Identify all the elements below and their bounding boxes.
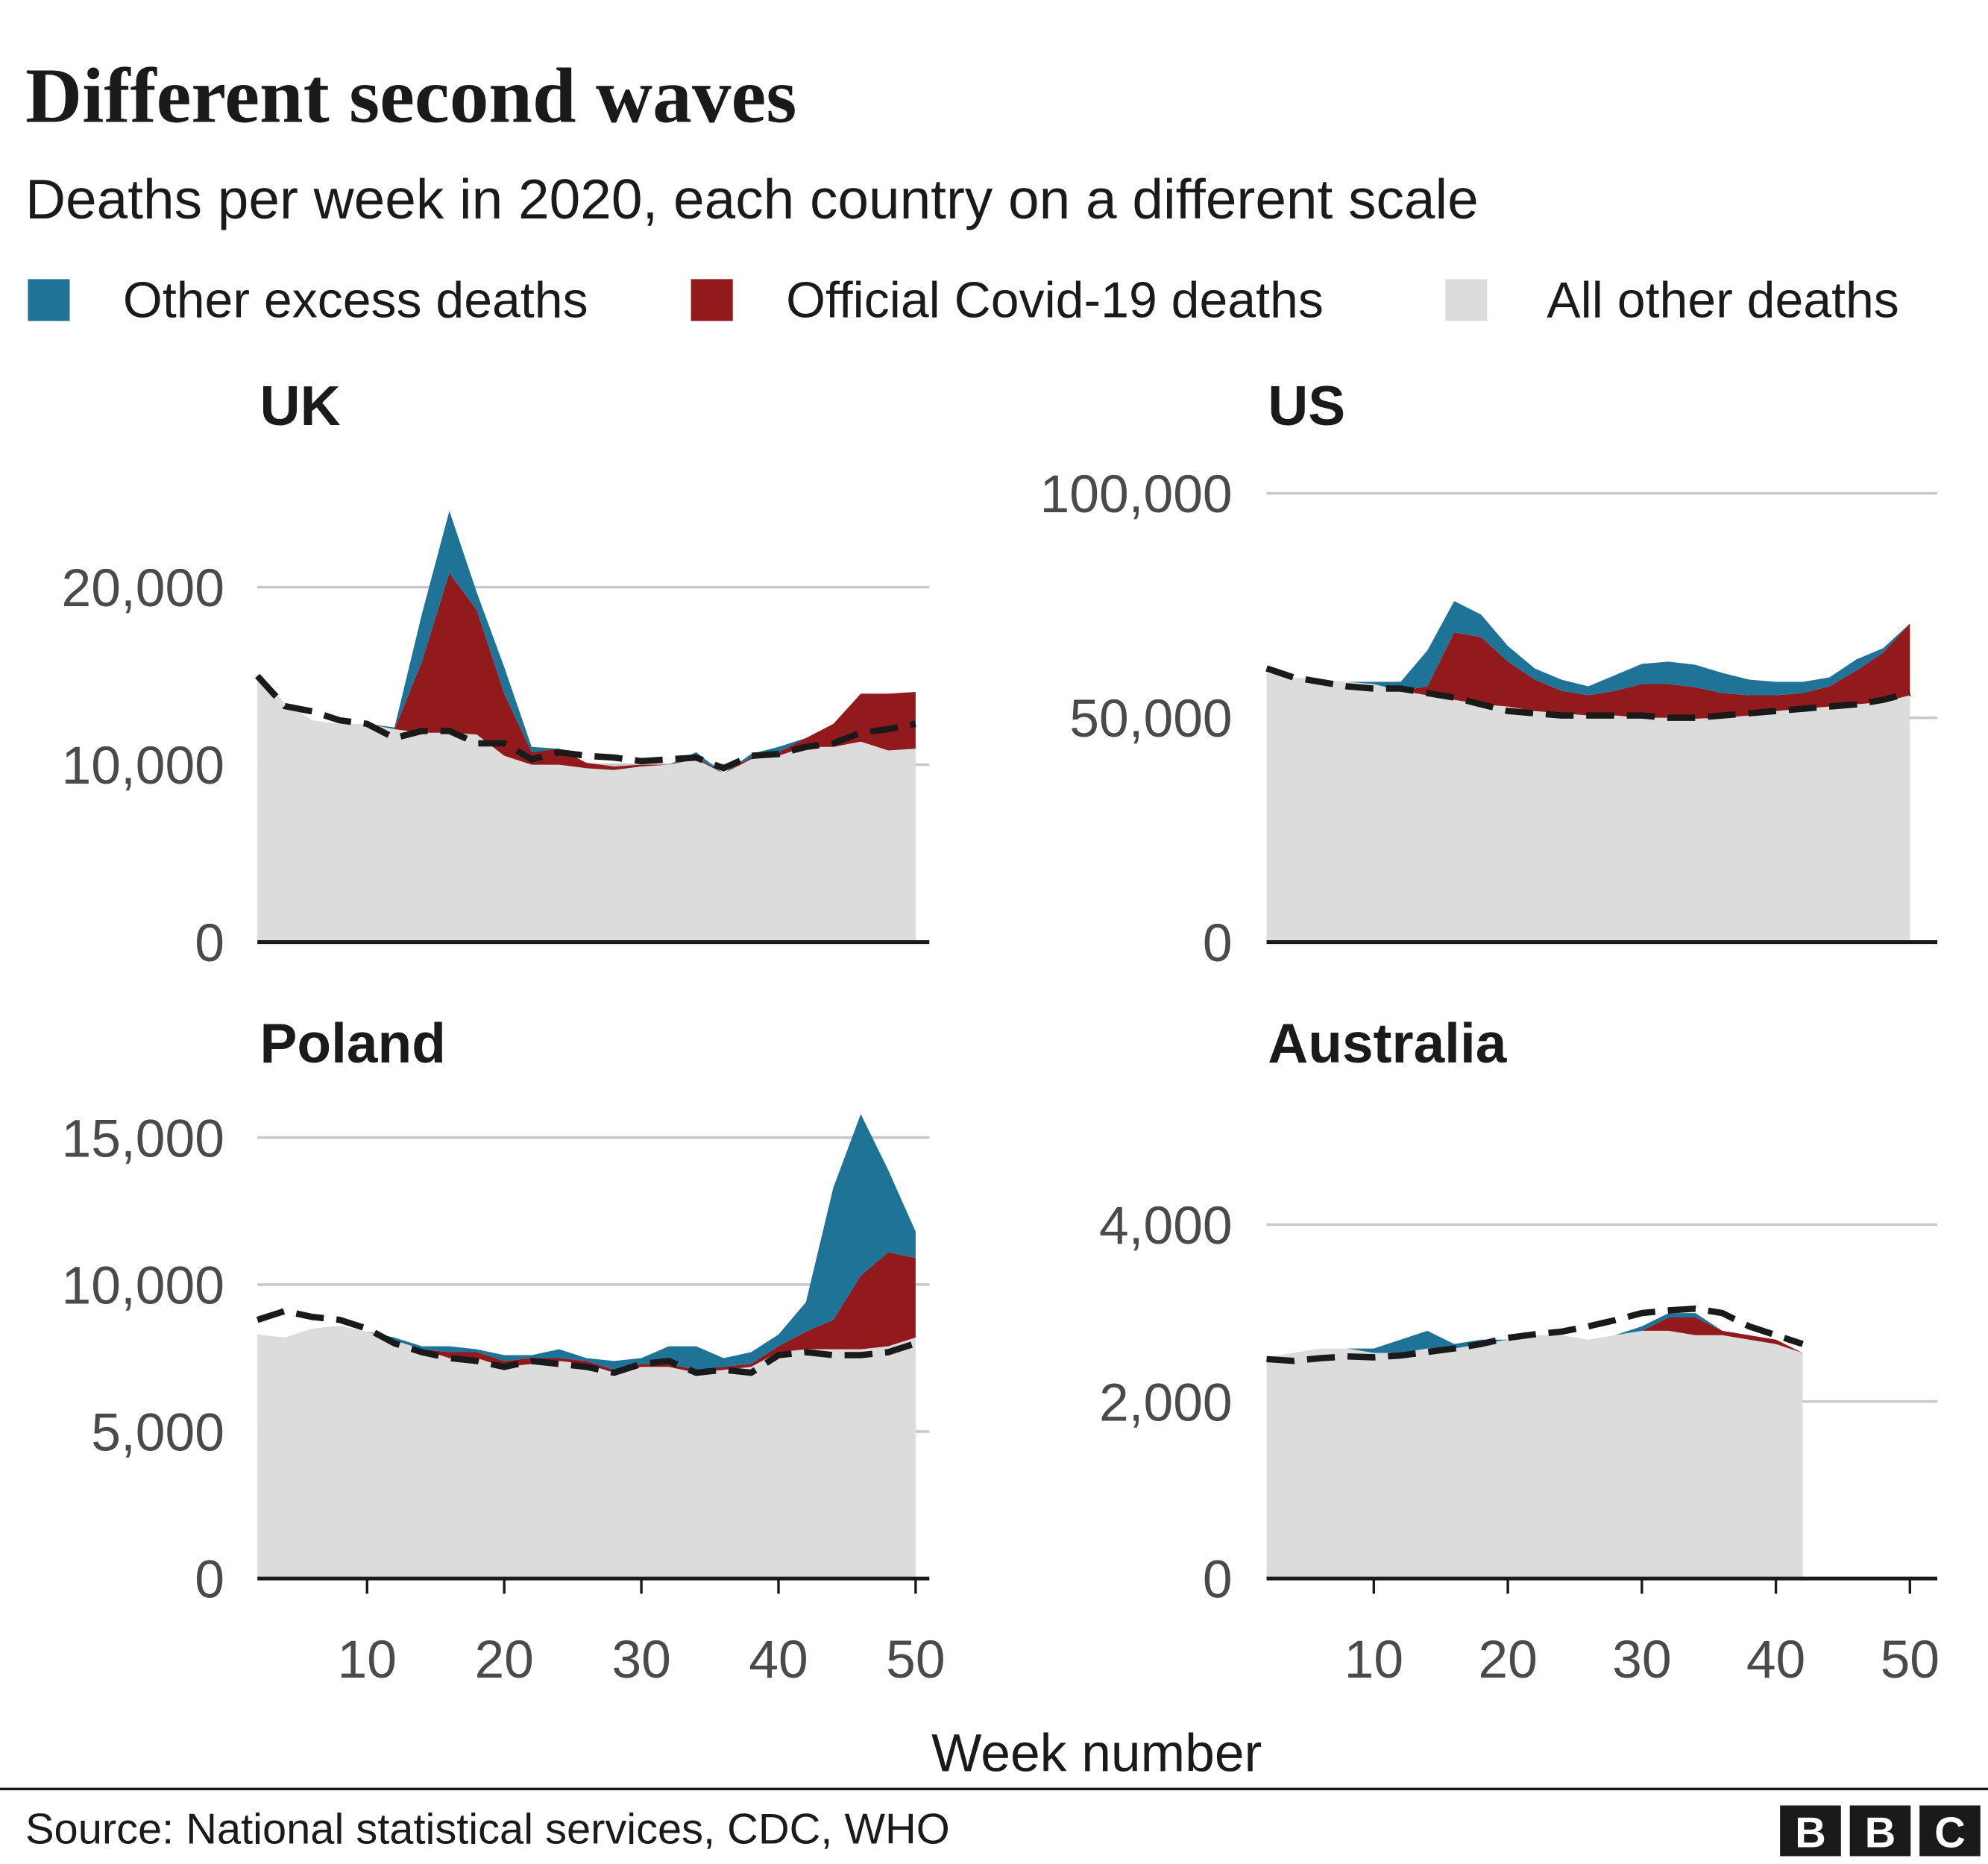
x-tick-label: 30 <box>611 1630 670 1690</box>
y-tick-label: 0 <box>1203 913 1233 973</box>
x-tick-label: 10 <box>338 1630 397 1690</box>
legend-swatch <box>691 279 733 321</box>
y-tick-label: 0 <box>1203 1550 1233 1610</box>
y-tick-label: 20,000 <box>62 558 224 618</box>
expected-line <box>1266 1305 1804 1364</box>
x-axis-label: Week number <box>931 1724 1262 1783</box>
chart-title: Different second waves <box>25 52 796 139</box>
y-tick-label: 4,000 <box>1099 1196 1233 1256</box>
area <box>257 1326 916 1579</box>
panel-title: Poland <box>260 1012 446 1074</box>
y-tick-label: 15,000 <box>62 1109 224 1168</box>
y-tick-label: 10,000 <box>62 736 224 796</box>
logo-letter: B <box>1865 1810 1896 1857</box>
legend-label: Official Covid-19 deaths <box>786 271 1324 328</box>
expected-line <box>255 673 916 772</box>
area <box>1266 1313 1803 1358</box>
y-tick-label: 0 <box>195 1550 224 1610</box>
logo-box <box>1780 1805 1841 1857</box>
x-tick-label: 20 <box>1478 1630 1537 1690</box>
x-tick-label: 40 <box>1746 1630 1805 1690</box>
y-tick-label: 10,000 <box>62 1256 224 1315</box>
x-tick-label: 10 <box>1344 1630 1403 1690</box>
x-tick-label: 30 <box>1612 1630 1671 1690</box>
legend-label: Other excess deaths <box>123 271 588 328</box>
logo-box <box>1849 1805 1911 1857</box>
area <box>1266 1317 1803 1358</box>
area <box>257 573 916 774</box>
source: Source: National statistical services, C… <box>25 1805 950 1853</box>
logo-box <box>1919 1805 1981 1857</box>
area <box>1266 1330 1803 1579</box>
x-tick-label: 40 <box>749 1630 808 1690</box>
expected-line <box>256 1307 917 1376</box>
area <box>1266 673 1910 942</box>
y-tick-label: 0 <box>195 913 224 973</box>
area <box>257 676 916 942</box>
y-tick-label: 5,000 <box>91 1403 224 1463</box>
panel-title: US <box>1268 374 1345 437</box>
y-tick-label: 100,000 <box>1040 465 1233 524</box>
x-tick-label: 50 <box>886 1630 945 1690</box>
logo-letter: B <box>1795 1810 1826 1857</box>
y-tick-label: 2,000 <box>1099 1373 1233 1432</box>
panel-title: Australia <box>1268 1012 1507 1074</box>
x-tick-label: 50 <box>1881 1630 1940 1690</box>
x-tick-label: 20 <box>474 1630 533 1690</box>
expected-line <box>1265 665 1911 721</box>
logo-letter: C <box>1934 1810 1966 1857</box>
panel-title: UK <box>260 374 341 437</box>
y-tick-label: 50,000 <box>1069 689 1232 749</box>
legend-swatch <box>1445 279 1488 321</box>
area <box>1266 601 1910 696</box>
legend-swatch <box>28 279 70 321</box>
chart-subtitle: Deaths per week in 2020, each country on… <box>25 168 1479 230</box>
legend-label: All other deaths <box>1547 271 1899 328</box>
